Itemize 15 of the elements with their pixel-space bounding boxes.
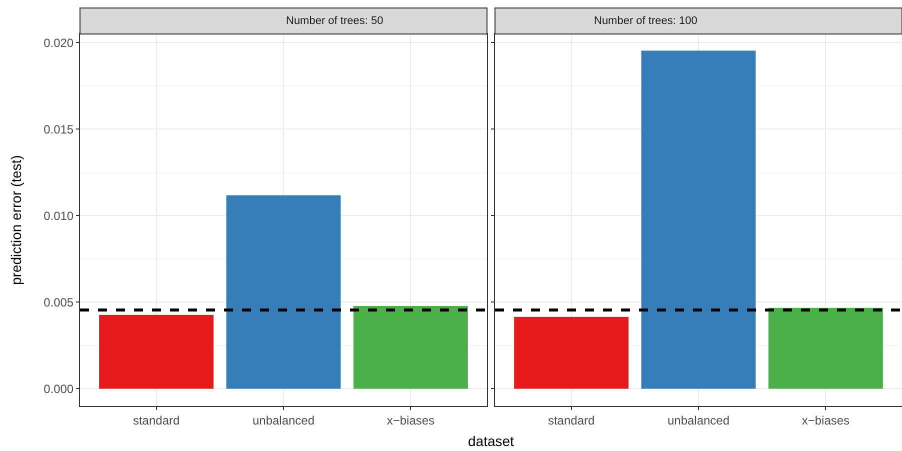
y-tick-label: 0.000	[44, 382, 74, 396]
x-axis-title: dataset	[468, 433, 514, 449]
chart-title: Number of trees: 100	[594, 15, 698, 27]
y-tick-label: 0.005	[44, 295, 74, 310]
x-tick-label: standard	[132, 413, 180, 428]
x-tick-label: unbalanced	[667, 413, 730, 428]
x-tick-label: x−biases	[802, 413, 850, 428]
y-tick-label: 0.010	[44, 208, 74, 223]
y-tick-label: 0.015	[44, 122, 74, 136]
x-tick-label: standard	[548, 413, 595, 428]
x-tick-label: unbalanced	[252, 413, 315, 428]
y-axis-title: prediction error (test)	[8, 155, 24, 285]
x-tick-label: x−biases	[386, 413, 435, 428]
y-tick-label: 0.020	[44, 36, 74, 50]
chart-title: Number of trees: 50	[286, 15, 384, 27]
